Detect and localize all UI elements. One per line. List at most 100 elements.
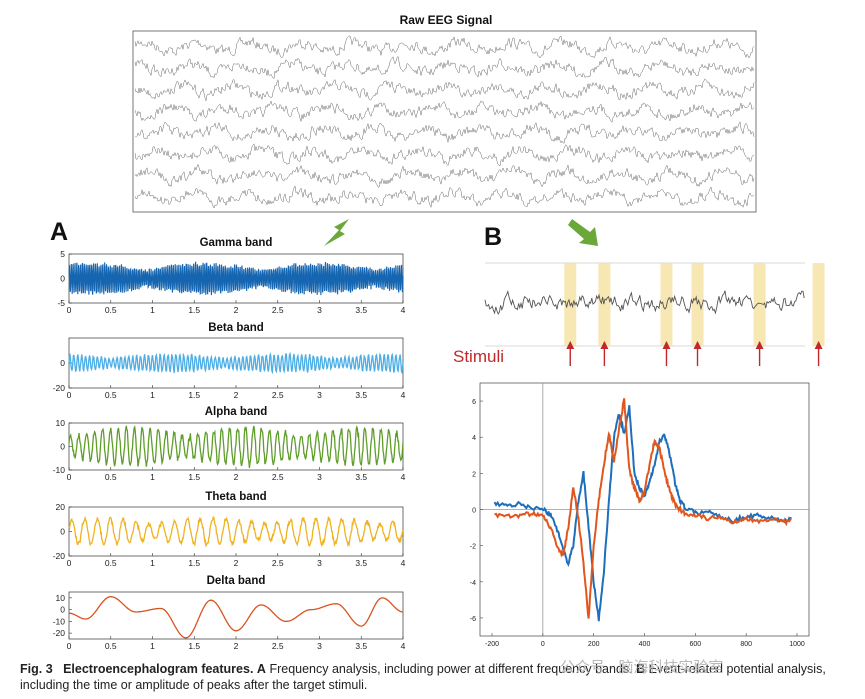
raw-eeg-channel-8	[134, 185, 755, 209]
gamma-xtick-label: 2.5	[272, 305, 284, 315]
theta-xtick-label: 0	[67, 558, 72, 568]
gamma-xtick-label: 2	[234, 305, 239, 315]
erp-xtick-label: 800	[740, 641, 752, 648]
delta-xtick-label: 1.5	[188, 641, 200, 651]
stim-arrow-icon-2	[600, 341, 609, 349]
stim-arrow-icon-1	[566, 341, 575, 349]
gamma-xtick-label: 3.5	[355, 305, 367, 315]
erp-ytick-label: -2	[470, 544, 476, 551]
stim-arrow-icon-6	[814, 341, 823, 349]
stim-window-6	[812, 263, 825, 346]
alpha-xtick-label: 4	[401, 472, 406, 482]
delta-xtick-label: 3	[317, 641, 322, 651]
erp-ytick-label: 2	[472, 471, 476, 478]
theta-xtick-label: 2	[234, 558, 239, 568]
erp-ytick-label: 6	[472, 399, 476, 406]
delta-ytick-label: -10	[53, 616, 66, 626]
gamma-xtick-label: 3	[317, 305, 322, 315]
stim-arrow-icon-3	[662, 341, 671, 349]
stimuli-label: Stimuli	[453, 347, 504, 366]
raw-eeg-title: Raw EEG Signal	[400, 13, 493, 27]
gamma-xtick-label: 1	[150, 305, 155, 315]
beta-band-title: Beta band	[208, 322, 264, 334]
alpha-ytick-label: 0	[60, 442, 65, 452]
gamma-xtick-label: 0.5	[105, 305, 117, 315]
erp-ytick-label: 0	[472, 508, 476, 515]
erp-xtick-label: 400	[639, 641, 651, 648]
alpha-xtick-label: 3.5	[355, 472, 367, 482]
beta-ytick-label: 0	[60, 358, 65, 368]
gamma-ytick-label: 5	[60, 249, 65, 259]
beta-xtick-label: 1.5	[188, 390, 200, 400]
theta-xtick-label: 2.5	[272, 558, 284, 568]
delta-xtick-label: 0.5	[105, 641, 117, 651]
delta-xtick-label: 3.5	[355, 641, 367, 651]
alpha-xtick-label: 1.5	[188, 472, 200, 482]
erp-xtick-label: -200	[485, 641, 499, 648]
theta-ytick-label: -20	[53, 551, 66, 561]
beta-xtick-label: 3	[317, 390, 322, 400]
caption-a-text: Frequency analysis, including power at d…	[269, 662, 633, 676]
alpha-xtick-label: 0.5	[105, 472, 117, 482]
caption-title: Electroencephalogram features.	[63, 662, 254, 676]
raw-eeg-channel-3	[134, 78, 755, 102]
raw-eeg-traces	[134, 35, 755, 209]
alpha-xtick-label: 1	[150, 472, 155, 482]
stim-window-5	[753, 263, 766, 346]
erp-ytick-label: -4	[470, 580, 476, 587]
watermark: 公众号 · 脑海科技实验室	[560, 659, 724, 676]
gamma-xtick-label: 4	[401, 305, 406, 315]
gamma-xtick-label: 0	[67, 305, 72, 315]
stimulus-trace-panel	[484, 262, 825, 366]
alpha-band-trace	[68, 425, 404, 469]
theta-ytick-label: 0	[60, 527, 65, 537]
caption-b-text: Event-related potential analysis, includ…	[20, 662, 826, 692]
delta-ytick-label: 10	[56, 593, 66, 603]
alpha-band-title: Alpha band	[205, 406, 268, 418]
panel-b-label: B	[484, 223, 502, 251]
beta-xtick-label: 0	[67, 390, 72, 400]
delta-ytick-label: 0	[60, 605, 65, 615]
beta-ytick-label: -20	[53, 383, 66, 393]
theta-xtick-label: 0.5	[105, 558, 117, 568]
alpha-ytick-label: -10	[53, 465, 66, 475]
beta-xtick-label: 3.5	[355, 390, 367, 400]
theta-xtick-label: 4	[401, 558, 406, 568]
raw-eeg-channel-5	[134, 121, 755, 144]
erp-xtick-label: 600	[689, 641, 701, 648]
raw-eeg-channel-2	[134, 55, 755, 80]
delta-ytick-label: -20	[53, 628, 66, 638]
theta-xtick-label: 1.5	[188, 558, 200, 568]
gamma-band-trace	[68, 261, 404, 296]
caption-fig: Fig. 3	[20, 662, 53, 676]
gamma-xtick-label: 1.5	[188, 305, 200, 315]
delta-xtick-label: 4	[401, 641, 406, 651]
beta-band-trace	[68, 351, 404, 375]
theta-xtick-label: 3.5	[355, 558, 367, 568]
gamma-ytick-label: -5	[57, 298, 65, 308]
stim-window-4	[691, 263, 704, 346]
delta-xtick-label: 1	[150, 641, 155, 651]
caption-a-label: A	[256, 662, 266, 676]
gamma-ytick-label: 0	[60, 274, 65, 284]
gamma-band-title: Gamma band	[200, 237, 273, 249]
erp-panel: -200 0 200 400 600 800 1000 6 4 2 0 -2 -4 -6	[470, 382, 810, 648]
erp-series-orange	[494, 398, 792, 619]
arrow-to-panel-b-icon	[568, 219, 598, 246]
erp-ytick-label: 4	[472, 435, 476, 442]
theta-band-title: Theta band	[205, 491, 266, 503]
stim-arrow-icon-4	[693, 341, 702, 349]
erp-ytick-label: -6	[470, 616, 476, 623]
beta-xtick-label: 2	[234, 390, 239, 400]
delta-xtick-label: 2.5	[272, 641, 284, 651]
delta-xtick-label: 0	[67, 641, 72, 651]
theta-xtick-label: 3	[317, 558, 322, 568]
stim-arrow-icon-5	[755, 341, 764, 349]
raw-eeg-channel-1	[134, 35, 755, 59]
raw-eeg-channel-4	[134, 100, 755, 123]
